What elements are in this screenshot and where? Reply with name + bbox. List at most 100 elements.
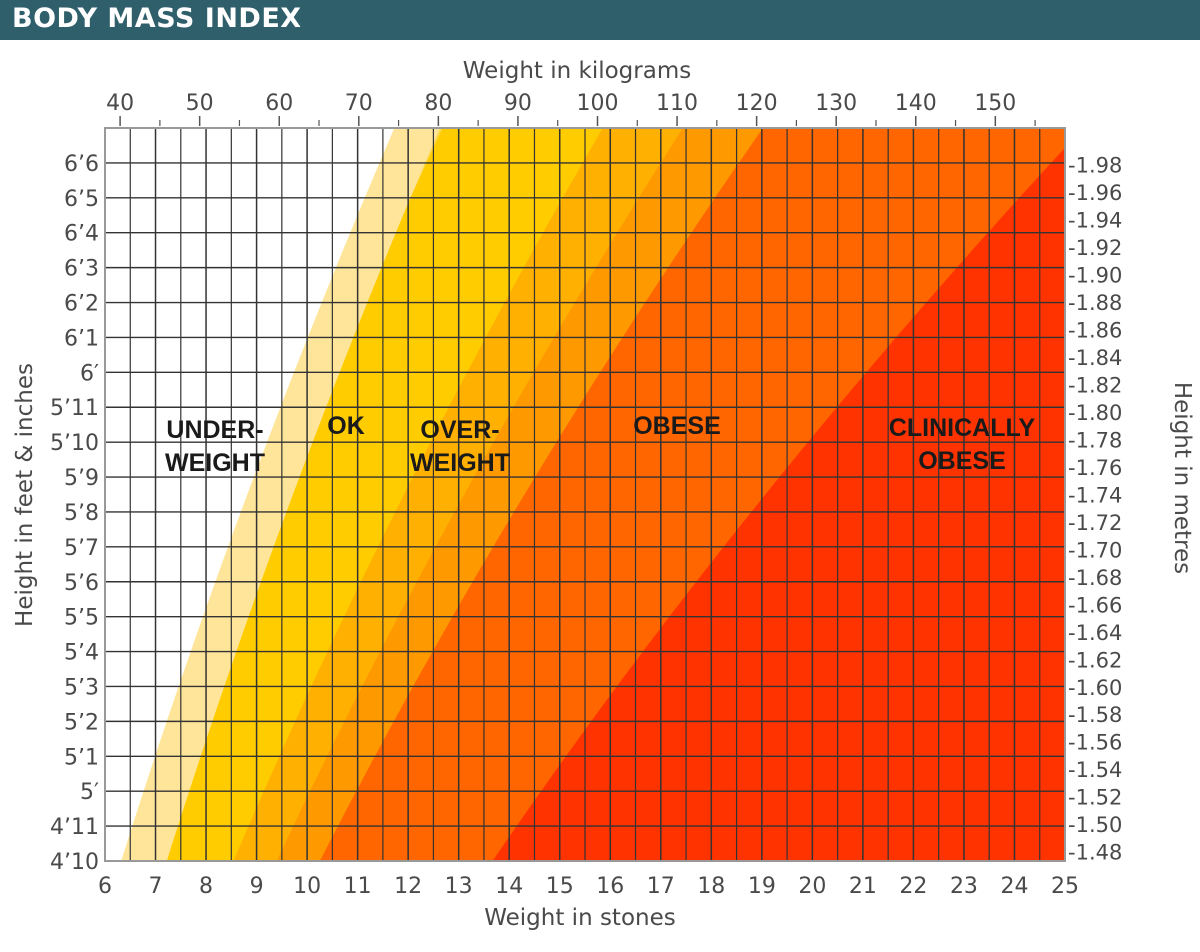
plot-border: [104, 127, 1066, 862]
feet-inch-tick-label: 5’10: [50, 431, 99, 456]
stone-tick-label: 17: [647, 874, 675, 899]
feet-inch-tick-label: 5′: [80, 780, 99, 805]
kg-tick-label: 110: [656, 91, 698, 116]
zone-labels: UNDER- WEIGHT OK OVER- WEIGHT OBESE CLINICALLY…: [165, 412, 1035, 477]
feet-inch-tick-label: 6’2: [64, 292, 99, 317]
metre-tick-label: -1.96: [1068, 181, 1122, 205]
metre-tick-label: -1.78: [1068, 428, 1122, 452]
feet-inch-tick-label: 5’8: [64, 501, 99, 526]
zone-label: OBESE: [633, 412, 721, 440]
zone-label: OBESE: [918, 447, 1006, 475]
feet-inch-tick-label: 4’10: [50, 850, 99, 875]
kg-tick-label: 90: [504, 91, 532, 116]
zone-label: OK: [327, 412, 365, 440]
y-left-axis-title: Height in feet & inches: [12, 363, 38, 627]
metre-tick-label: -1.90: [1068, 263, 1122, 287]
metre-tick-label: -1.86: [1068, 318, 1122, 342]
axes: Weight in kilograms 40 50 60 70 80 90 100 110 120…: [12, 58, 1195, 931]
stone-tick-label: 19: [748, 874, 776, 899]
zone-label: OVER-: [420, 416, 499, 444]
kg-tick-label: 50: [186, 91, 214, 116]
feet-inch-tick-label: 5’1: [64, 745, 99, 770]
metre-tick-label: -1.70: [1068, 538, 1122, 562]
kg-tick-label: 60: [265, 91, 293, 116]
stone-tick-label: 8: [199, 874, 213, 899]
stone-tick-label: 9: [250, 874, 264, 899]
metre-tick-label: -1.94: [1068, 209, 1122, 233]
feet-inch-tick-label: 5’2: [64, 710, 99, 735]
zone-label: WEIGHT: [410, 449, 510, 477]
x-bottom-axis-title: Weight in stones: [484, 905, 676, 931]
metre-tick-label: -1.48: [1068, 841, 1122, 865]
stone-tick-label: 23: [950, 874, 978, 899]
grid-lines: [104, 127, 1066, 862]
metre-tick-label: -1.80: [1068, 401, 1122, 425]
metre-tick-label: -1.54: [1068, 758, 1122, 782]
metre-tick-label: -1.98: [1068, 154, 1122, 178]
stone-tick-label: 10: [293, 874, 321, 899]
metre-tick-label: -1.82: [1068, 373, 1122, 397]
stone-tick-label: 22: [899, 874, 927, 899]
metre-tick-label: -1.52: [1068, 786, 1122, 810]
metre-tick-label: -1.62: [1068, 648, 1122, 672]
kg-tick-label: 150: [974, 91, 1016, 116]
metre-tick-label: -1.84: [1068, 346, 1122, 370]
feet-inch-tick-label: 5’9: [64, 466, 99, 491]
stone-tick-label: 12: [394, 874, 422, 899]
stone-tick-label: 18: [697, 874, 725, 899]
feet-inch-tick-label: 5’6: [64, 571, 99, 596]
title-bar: BODY MASS INDEX: [0, 0, 1200, 40]
metre-tick-label: -1.74: [1068, 483, 1122, 507]
metre-tick-label: -1.50: [1068, 813, 1122, 837]
bmi-chart: UNDER- WEIGHT OK OVER- WEIGHT OBESE CLINICALLY…: [12, 58, 1195, 931]
metre-tick-label: -1.88: [1068, 291, 1122, 315]
metre-tick-label: -1.58: [1068, 703, 1122, 727]
kg-tick-label: 100: [576, 91, 618, 116]
feet-inch-tick-label: 5’3: [64, 675, 99, 700]
stone-tick-label: 14: [495, 874, 523, 899]
feet-inch-tick-label: 5’11: [50, 396, 99, 421]
kg-tick-label: 80: [424, 91, 452, 116]
stone-tick-label: 21: [849, 874, 877, 899]
stone-tick-label: 11: [344, 874, 372, 899]
zone-underweight-edge: [121, 128, 440, 861]
feet-inch-tick-label: 6’1: [64, 326, 99, 351]
kg-tick-label: 40: [106, 91, 134, 116]
metre-tick-label: -1.68: [1068, 566, 1122, 590]
feet-inch-tick-label: 5’7: [64, 536, 99, 561]
stone-tick-label: 7: [149, 874, 163, 899]
feet-inch-tick-label: 4’11: [50, 815, 99, 840]
y-right-axis-title: Height in metres: [1169, 382, 1195, 574]
feet-inch-tick-label: 6’4: [64, 222, 99, 247]
metre-tick-label: -1.76: [1068, 456, 1122, 480]
metre-tick-label: -1.64: [1068, 621, 1122, 645]
feet-inch-tick-label: 5’4: [64, 641, 99, 666]
stone-tick-label: 20: [798, 874, 826, 899]
kg-tick-label: 140: [895, 91, 937, 116]
metre-tick-label: -1.60: [1068, 676, 1122, 700]
metre-tick-label: -1.72: [1068, 511, 1122, 535]
feet-inch-tick-label: 6’3: [64, 257, 99, 282]
zone-label: WEIGHT: [165, 449, 265, 477]
zone-underweight: [105, 128, 395, 861]
zone-label: UNDER-: [166, 416, 263, 444]
metre-tick-label: -1.56: [1068, 731, 1122, 755]
stone-tick-label: 15: [546, 874, 574, 899]
stone-tick-label: 6: [98, 874, 112, 899]
feet-inch-tick-label: 6’5: [64, 187, 99, 212]
kg-tick-label: 130: [815, 91, 857, 116]
metre-tick-label: -1.92: [1068, 236, 1122, 260]
kg-tick-label: 70: [345, 91, 373, 116]
kg-tick-label: 120: [736, 91, 778, 116]
feet-inch-tick-label: 6’6: [64, 152, 99, 177]
x-top-axis-title: Weight in kilograms: [463, 58, 691, 84]
feet-inch-tick-label: 5’5: [64, 606, 99, 631]
metre-tick-label: -1.66: [1068, 593, 1122, 617]
page-title: BODY MASS INDEX: [12, 3, 302, 34]
zone-label: CLINICALLY: [889, 414, 1036, 442]
stone-tick-label: 24: [1000, 874, 1028, 899]
feet-inch-tick-label: 6′: [80, 361, 99, 386]
stone-tick-label: 25: [1051, 874, 1079, 899]
stone-tick-label: 16: [596, 874, 624, 899]
stone-tick-label: 13: [445, 874, 473, 899]
